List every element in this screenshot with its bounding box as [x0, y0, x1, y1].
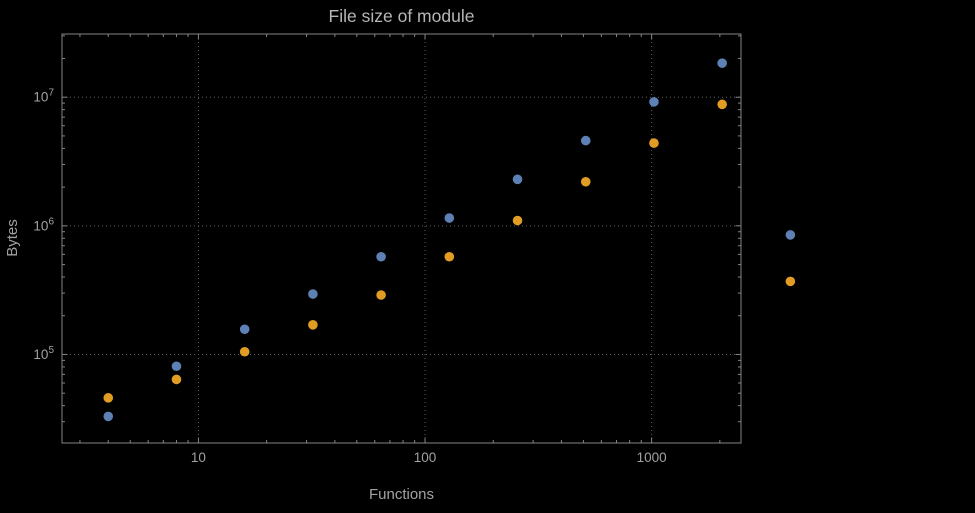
x-tick-label: 1000: [637, 450, 667, 465]
data-point: [103, 411, 114, 422]
data-point: [444, 251, 455, 262]
data-point: [171, 374, 182, 385]
y-tick-label: 107: [33, 88, 54, 105]
data-point: [239, 324, 250, 335]
data-point: [649, 138, 659, 148]
data-point: [444, 213, 455, 223]
x-tick-label: 100: [414, 450, 437, 465]
data-point: [376, 290, 386, 300]
data-point: [239, 346, 250, 357]
y-tick-label: 106: [33, 216, 54, 233]
data-point: [649, 97, 659, 107]
y-tick-label: 105: [33, 345, 54, 362]
data-point: [580, 176, 591, 187]
data-point: [308, 320, 318, 330]
plot-frame: [61, 33, 742, 444]
data-point: [580, 135, 591, 146]
data-point: [308, 289, 318, 299]
data-point: [717, 58, 727, 68]
data-point: [717, 99, 727, 110]
data-point: [512, 215, 523, 226]
tick-marks: [62, 34, 741, 443]
data-point: [103, 393, 114, 403]
series-blue: [103, 58, 796, 422]
data-point: [785, 230, 796, 240]
grid-lines: [62, 34, 741, 443]
data-point: [376, 251, 386, 262]
y-axis-label: Bytes: [4, 219, 21, 257]
x-axis-label: Functions: [368, 486, 435, 503]
data-point: [785, 276, 796, 287]
data-point: [171, 361, 182, 372]
data-point: [512, 174, 523, 185]
series-orange: [103, 99, 796, 403]
chart-title: File size of module: [328, 6, 475, 26]
x-tick-label: 10: [191, 450, 206, 465]
